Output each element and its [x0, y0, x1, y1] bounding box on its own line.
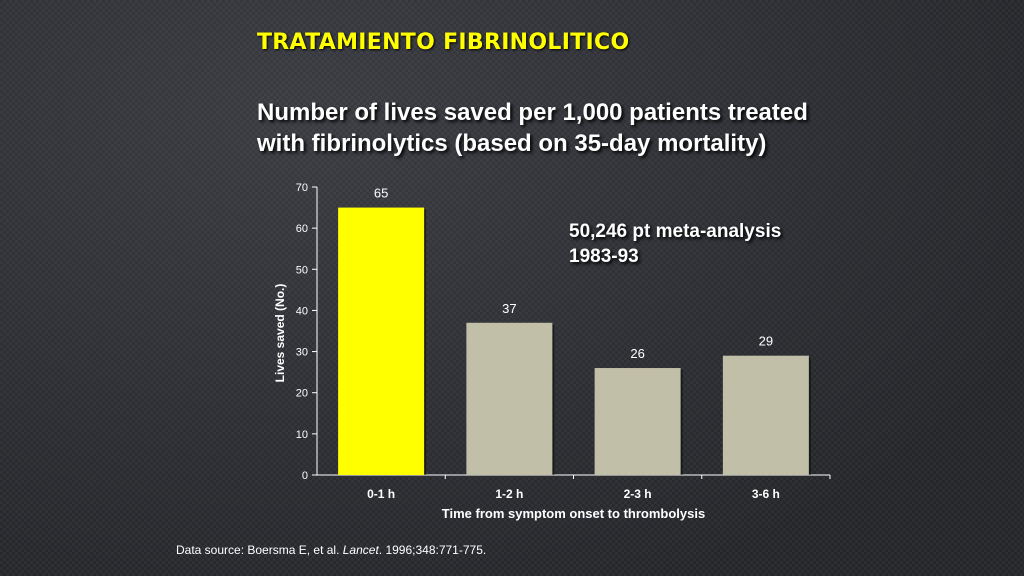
annotation-line-2: 1983-93 — [569, 246, 639, 267]
y-tick-label: 0 — [302, 470, 308, 482]
bar — [466, 322, 553, 475]
y-tick-label: 30 — [296, 347, 308, 359]
x-axis-title: Time from symptom onset to thrombolysis — [442, 506, 705, 521]
x-tick-label: 2-3 h — [624, 487, 652, 501]
x-tick-label: 0-1 h — [367, 487, 395, 501]
source-prefix: Data source: Boersma E, et al. — [176, 543, 343, 557]
bar — [722, 355, 809, 475]
subtitle-line-2: with fibrinolytics (based on 35-day mort… — [257, 130, 767, 157]
bar-value-label: 37 — [502, 301, 516, 316]
subtitle-line-1: Number of lives saved per 1,000 patients… — [257, 99, 808, 126]
data-source-note: Data source: Boersma E, et al. Lancet. 1… — [176, 543, 486, 557]
y-tick-label: 70 — [296, 182, 308, 194]
bar-value-label: 65 — [374, 186, 388, 201]
y-tick-label: 40 — [296, 305, 308, 317]
chart-subtitle: Number of lives saved per 1,000 patients… — [257, 97, 897, 159]
x-tick-label: 1-2 h — [495, 487, 523, 501]
annotation-line-1: 50,246 pt meta-analysis — [569, 221, 782, 242]
bar-value-label: 29 — [759, 334, 773, 349]
source-suffix: . 1996;348:771-775. — [378, 543, 487, 557]
bar — [594, 368, 681, 475]
y-tick-label: 10 — [296, 429, 308, 441]
source-journal: Lancet — [342, 543, 379, 557]
bar — [338, 207, 425, 476]
x-tick-label: 3-6 h — [752, 487, 780, 501]
y-tick-label: 60 — [296, 223, 308, 235]
bar-value-label: 26 — [630, 346, 644, 361]
y-tick-label: 50 — [296, 264, 308, 276]
y-tick-label: 20 — [296, 388, 308, 400]
y-axis-title: Lives saved (No.) — [273, 284, 287, 383]
page-heading: TRATAMIENTO FIBRINOLITICO — [257, 30, 630, 55]
meta-analysis-annotation: 50,246 pt meta-analysis 1983-93 — [569, 219, 781, 269]
